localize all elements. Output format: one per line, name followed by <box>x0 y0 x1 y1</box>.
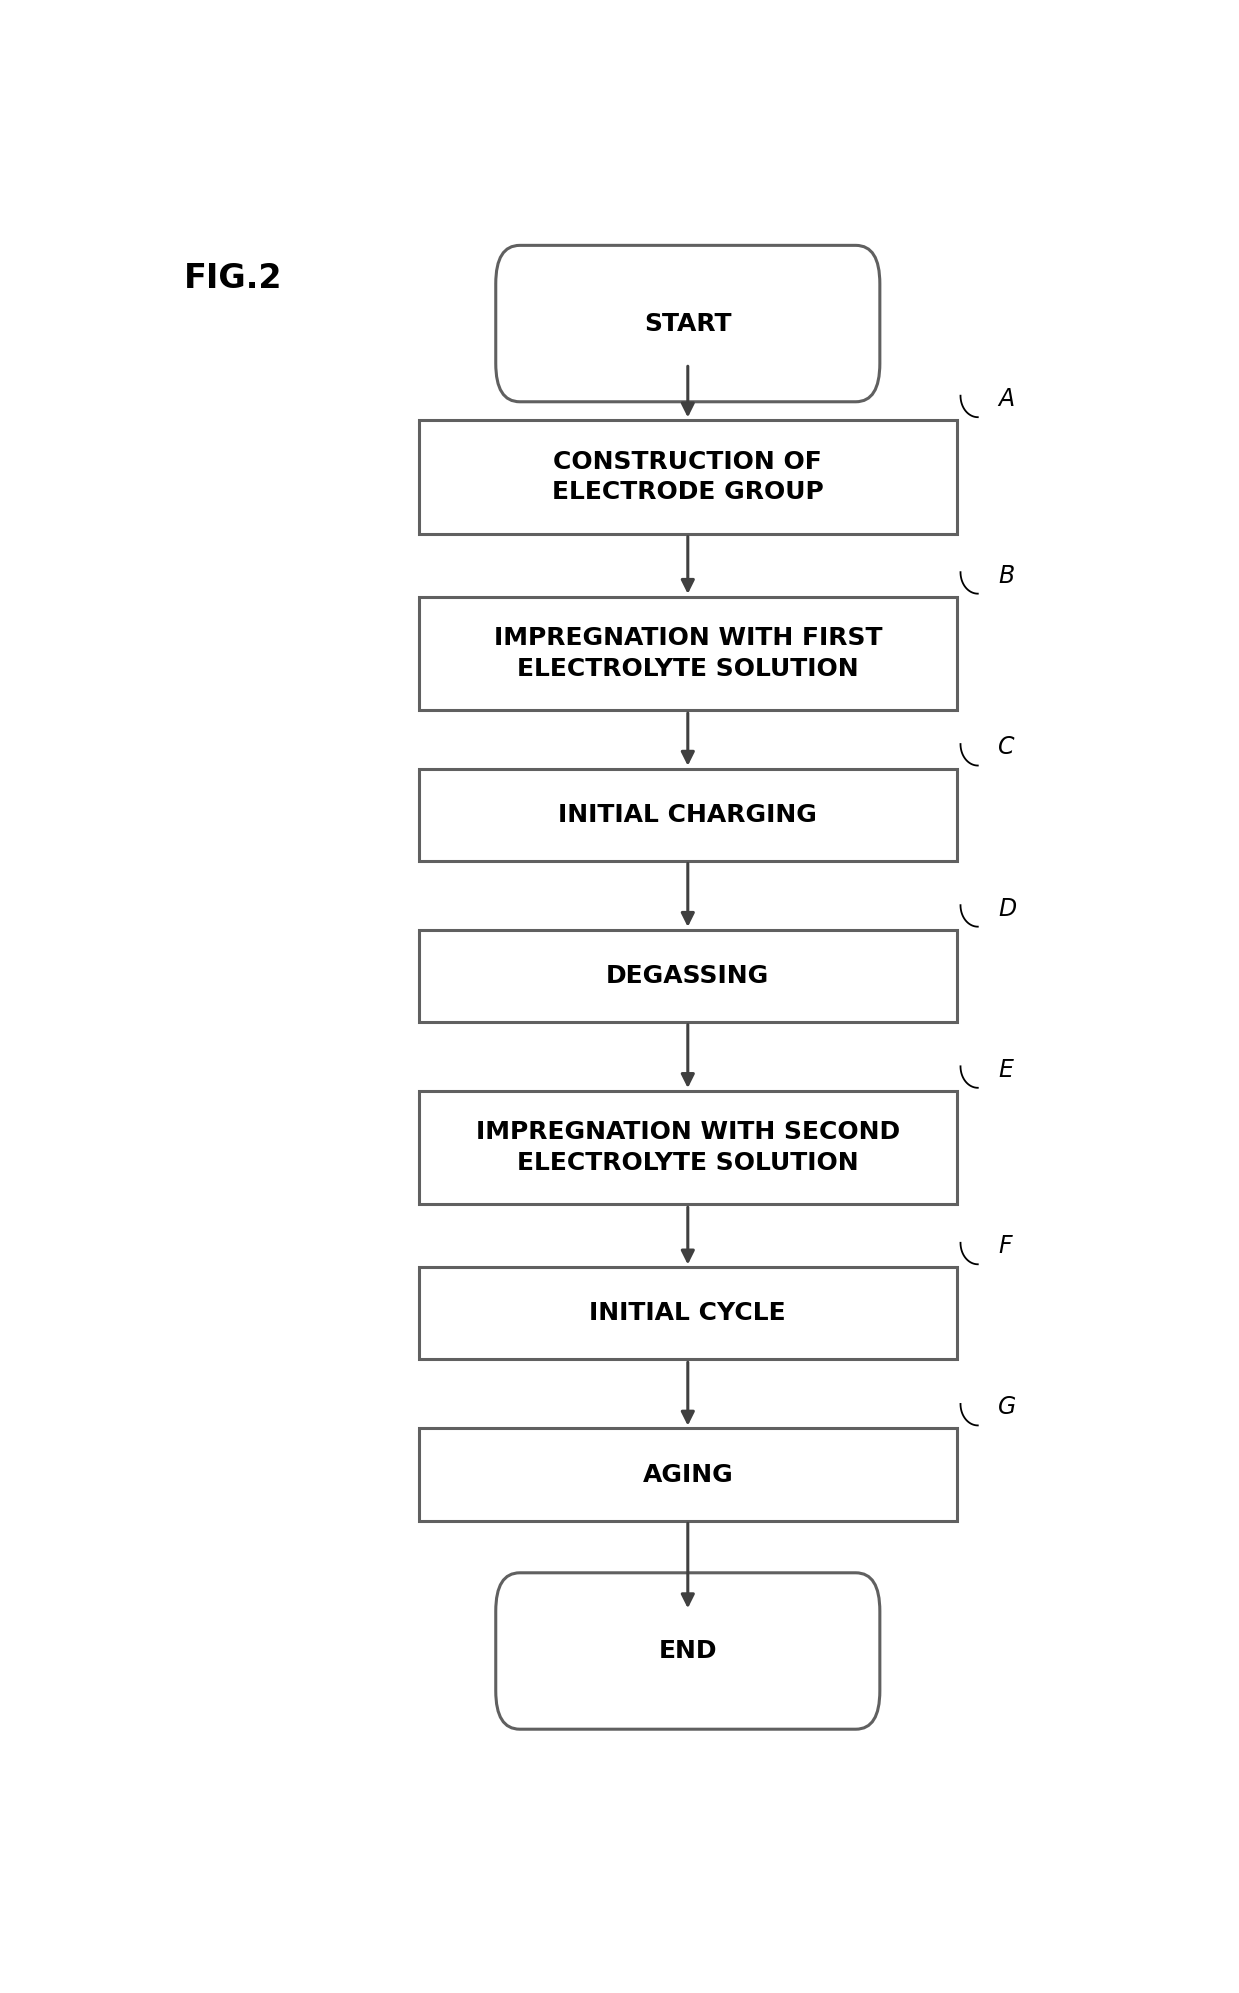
Bar <box>419 929 957 1022</box>
Bar <box>419 1268 957 1359</box>
Text: DEGASSING: DEGASSING <box>606 965 769 989</box>
Text: INITIAL CYCLE: INITIAL CYCLE <box>590 1301 786 1325</box>
Bar <box>419 1090 957 1204</box>
Text: IMPREGNATION WITH SECOND
ELECTROLYTE SOLUTION: IMPREGNATION WITH SECOND ELECTROLYTE SOL… <box>476 1120 900 1176</box>
Text: START: START <box>644 311 731 335</box>
FancyBboxPatch shape <box>496 1572 880 1730</box>
Bar <box>419 596 957 710</box>
Text: C: C <box>997 735 1015 759</box>
Text: CONSTRUCTION OF
ELECTRODE GROUP: CONSTRUCTION OF ELECTRODE GROUP <box>551 450 824 504</box>
Text: G: G <box>997 1395 1016 1419</box>
Text: INITIAL CHARGING: INITIAL CHARGING <box>559 803 818 827</box>
Text: IMPREGNATION WITH FIRST
ELECTROLYTE SOLUTION: IMPREGNATION WITH FIRST ELECTROLYTE SOLU… <box>493 626 882 682</box>
Bar <box>419 769 957 861</box>
FancyBboxPatch shape <box>496 245 880 403</box>
Text: E: E <box>997 1058 1012 1082</box>
Text: FIG.2: FIG.2 <box>183 263 282 295</box>
Bar <box>419 421 957 534</box>
Bar <box>419 1429 957 1521</box>
Text: F: F <box>997 1234 1011 1258</box>
Text: D: D <box>997 897 1016 921</box>
Text: AGING: AGING <box>643 1463 733 1487</box>
Text: B: B <box>997 564 1015 588</box>
Text: A: A <box>997 387 1014 411</box>
Text: END: END <box>659 1638 717 1662</box>
